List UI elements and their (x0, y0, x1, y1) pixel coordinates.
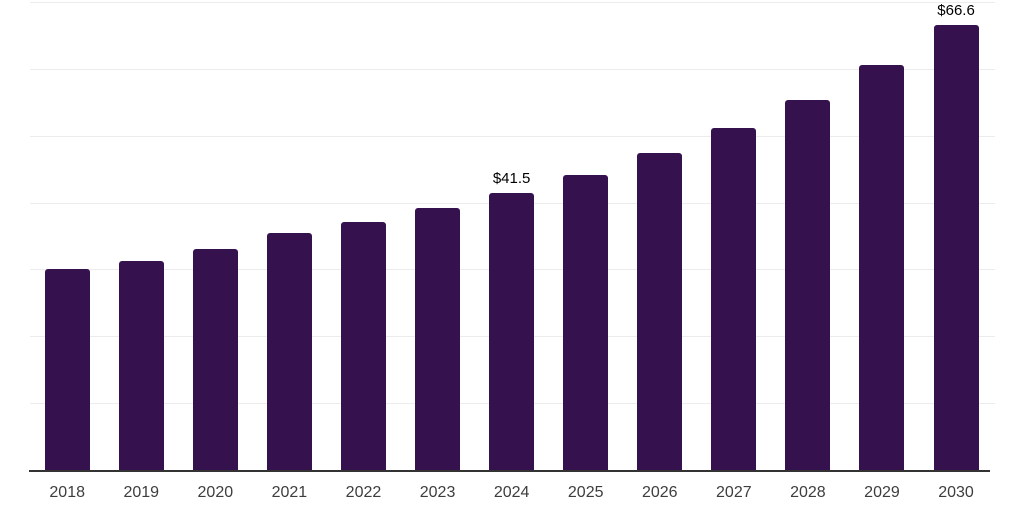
value-label-2024: $41.5 (492, 169, 531, 187)
gridline (30, 2, 995, 3)
bar-2029 (859, 64, 905, 470)
x-tick-label-2023: 2023 (419, 484, 456, 501)
bar-2028 (785, 99, 831, 470)
bar-2020 (192, 248, 238, 470)
bar-2019 (118, 261, 164, 470)
bar-2018 (44, 268, 90, 470)
bar-2021 (266, 233, 312, 470)
bar-2026 (637, 153, 683, 470)
x-tick-label-2028: 2028 (790, 484, 826, 501)
x-axis-line (29, 470, 990, 472)
x-tick-label-2018: 2018 (49, 484, 85, 501)
x-tick-label-2026: 2026 (641, 484, 678, 501)
value-label-2030: $66.6 (937, 1, 975, 19)
x-tick-label-2022: 2022 (345, 484, 382, 501)
x-tick-label-2027: 2027 (716, 484, 752, 501)
gridline (30, 135, 995, 137)
bar-2024 (489, 192, 535, 470)
bar-2027 (711, 128, 757, 470)
x-tick-label-2029: 2029 (864, 484, 900, 501)
bar-2025 (563, 175, 609, 470)
x-tick-label-2024: 2024 (493, 484, 530, 501)
gridline (30, 68, 995, 70)
bar-2023 (415, 207, 461, 470)
x-tick-label-2021: 2021 (271, 484, 308, 501)
x-tick-label-2020: 2020 (197, 484, 234, 501)
x-tick-label-2030: 2030 (938, 484, 974, 501)
x-tick-label-2019: 2019 (123, 484, 160, 501)
x-tick-label-2025: 2025 (567, 484, 604, 501)
bar-2030 (933, 24, 979, 470)
bar-2022 (340, 221, 386, 470)
